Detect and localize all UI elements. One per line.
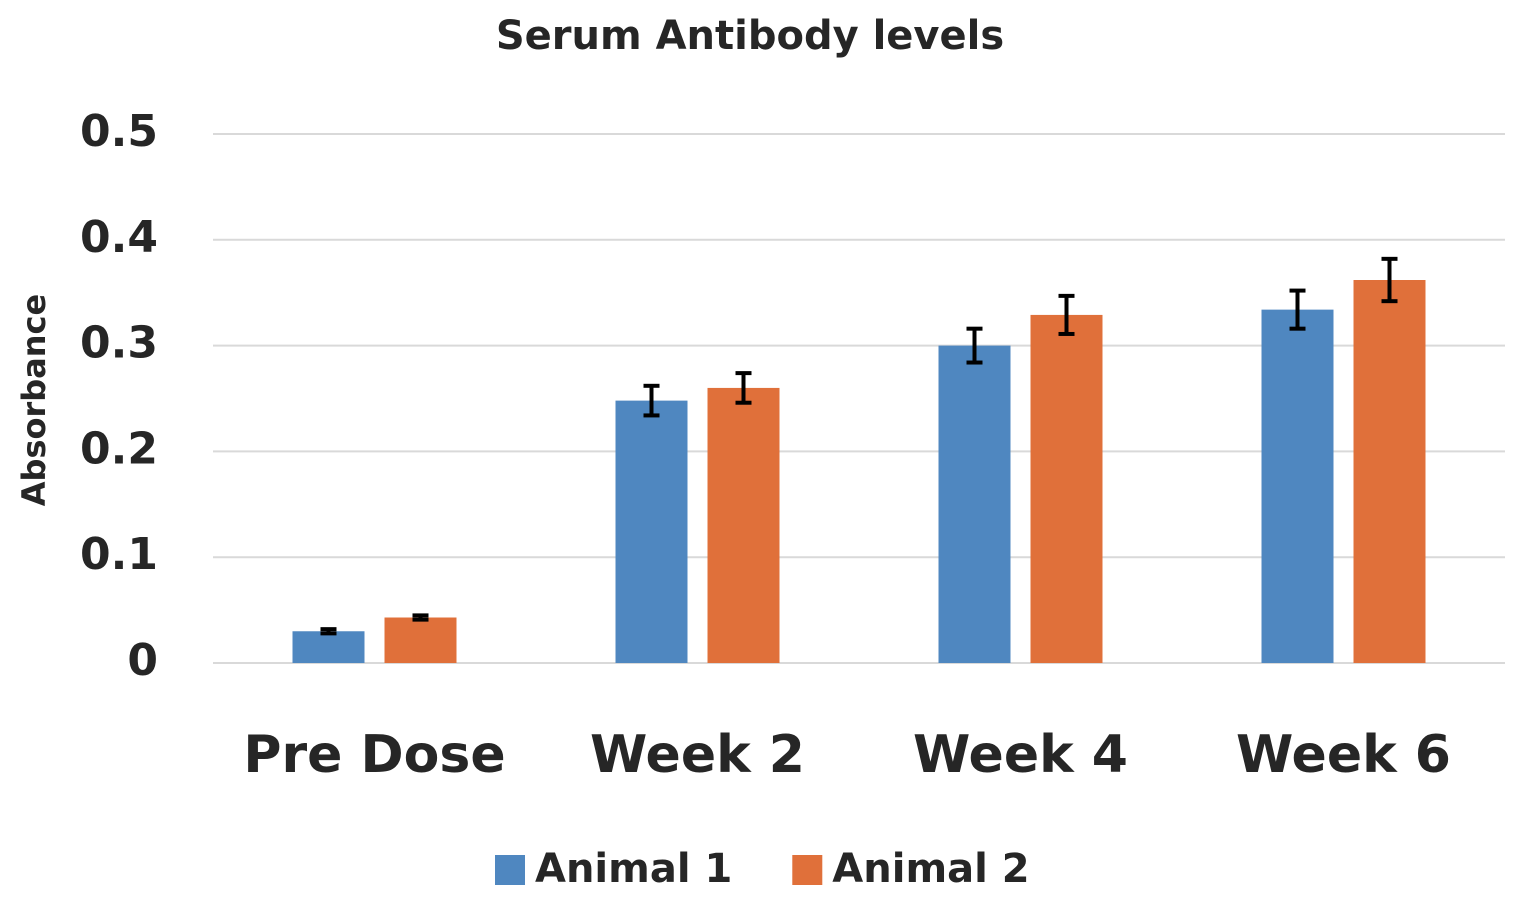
- error-bar: [966, 326, 983, 365]
- x-tick-label: Week 4: [913, 725, 1128, 785]
- y-tick-label: 0: [127, 635, 158, 686]
- error-bar: [1381, 256, 1398, 304]
- error-bar: [1058, 293, 1075, 336]
- error-bar: [412, 613, 429, 622]
- bar: [292, 631, 365, 663]
- y-tick-label: 0.3: [80, 318, 158, 369]
- bar: [1030, 314, 1103, 663]
- error-bar: [643, 383, 660, 418]
- bar: [1353, 280, 1426, 663]
- bar: [938, 345, 1011, 663]
- y-tick-label: 0.5: [80, 106, 158, 157]
- legend-label: Animal 2: [832, 846, 1029, 892]
- bar: [707, 387, 780, 663]
- bar: [615, 400, 688, 663]
- y-tick-label: 0.4: [80, 212, 158, 263]
- y-axis-label: Absorbance: [15, 294, 53, 506]
- x-tick-label: Week 2: [590, 725, 805, 785]
- legend-label: Animal 1: [535, 846, 732, 892]
- y-tick-label: 0.1: [80, 529, 158, 580]
- chart-title: Serum Antibody levels: [496, 13, 1004, 59]
- bar: [1261, 309, 1334, 663]
- x-tick-label: Pre Dose: [243, 725, 505, 785]
- error-bar: [735, 371, 752, 405]
- bar: [384, 617, 457, 663]
- error-bar: [1289, 288, 1306, 331]
- legend-swatch: [792, 855, 823, 885]
- y-tick-label: 0.2: [80, 423, 158, 474]
- legend-swatch: [495, 855, 525, 885]
- x-tick-label: Week 6: [1236, 725, 1451, 785]
- error-bar: [320, 627, 337, 636]
